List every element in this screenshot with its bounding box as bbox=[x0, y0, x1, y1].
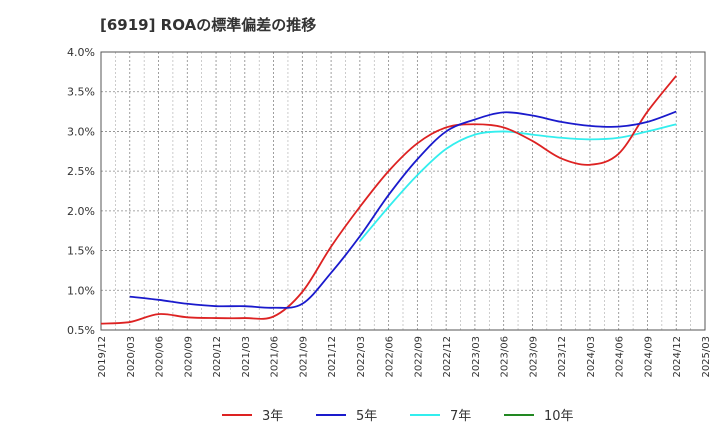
y-tick-label: 1.5% bbox=[67, 245, 95, 258]
legend-label-3: 7年 bbox=[450, 409, 471, 424]
x-tick-label: 2024/12 bbox=[672, 336, 683, 378]
series-lines bbox=[100, 75, 677, 325]
x-tick-label: 2024/09 bbox=[643, 336, 654, 378]
x-tick-label: 2022/12 bbox=[442, 336, 453, 378]
y-tick-label: 3.5% bbox=[67, 86, 95, 99]
legend: 3年 5年 7年 10年 bbox=[222, 409, 574, 424]
x-tick-label: 2022/06 bbox=[385, 336, 396, 378]
y-tick-label: 2.5% bbox=[67, 165, 95, 178]
x-tick-label: 2020/06 bbox=[155, 336, 166, 378]
x-tick-label: 2023/03 bbox=[471, 336, 482, 378]
plot-border bbox=[100, 51, 706, 331]
x-tick-label: 2021/12 bbox=[327, 336, 338, 378]
series-line-1 bbox=[100, 75, 677, 325]
x-tick-label: 2021/06 bbox=[270, 336, 281, 378]
grid bbox=[101, 52, 705, 330]
x-tick-label: 2020/09 bbox=[183, 336, 194, 378]
y-tick-label: 0.5% bbox=[67, 324, 95, 337]
series-line-2 bbox=[129, 110, 677, 309]
x-tick-label: 2023/12 bbox=[557, 336, 568, 378]
legend-label-4: 10年 bbox=[544, 409, 574, 424]
legend-label-2: 5年 bbox=[356, 409, 377, 424]
x-tick-label: 2021/03 bbox=[241, 336, 252, 378]
x-tick-label: 2022/03 bbox=[356, 336, 367, 378]
y-axis: 0.5% 1.0% 1.5% 2.0% 2.5% 3.0% 3.5% 4.0% bbox=[67, 46, 95, 337]
x-tick-label: 2024/03 bbox=[586, 336, 597, 378]
x-axis: 2019/12 2020/03 2020/06 2020/09 2020/12 2021/… bbox=[97, 336, 712, 378]
chart-title: [6919] ROAの標準偏差の推移 bbox=[100, 16, 317, 34]
y-tick-label: 1.0% bbox=[67, 284, 95, 297]
y-tick-label: 2.0% bbox=[67, 205, 95, 218]
x-tick-label: 2023/09 bbox=[528, 336, 539, 378]
legend-label-1: 3年 bbox=[262, 409, 283, 424]
x-tick-label: 2023/06 bbox=[500, 336, 511, 378]
x-tick-label: 2019/12 bbox=[97, 336, 108, 378]
x-tick-label: 2020/12 bbox=[212, 336, 223, 378]
x-tick-label: 2020/03 bbox=[126, 336, 137, 378]
x-tick-label: 2021/09 bbox=[298, 336, 309, 378]
y-tick-label: 3.0% bbox=[67, 125, 95, 138]
x-tick-label: 2024/06 bbox=[615, 336, 626, 378]
x-tick-label: 2022/09 bbox=[413, 336, 424, 378]
x-tick-label: 2025/03 bbox=[701, 336, 712, 378]
y-tick-label: 4.0% bbox=[67, 46, 95, 59]
